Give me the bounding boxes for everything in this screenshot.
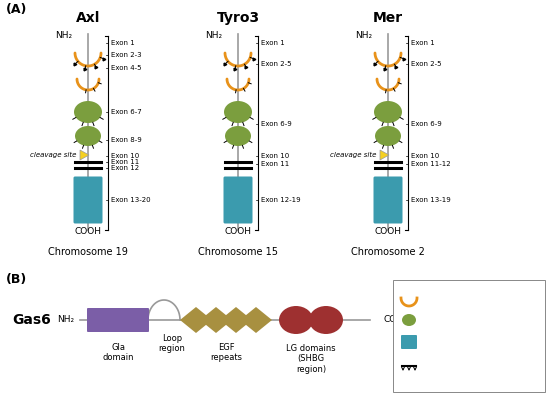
Polygon shape: [180, 307, 212, 333]
Ellipse shape: [225, 126, 251, 146]
Text: (A): (A): [6, 4, 28, 16]
Text: Loop
region: Loop region: [158, 334, 185, 353]
Text: Exon 11: Exon 11: [111, 159, 139, 165]
Ellipse shape: [74, 101, 102, 123]
Polygon shape: [220, 307, 252, 333]
Text: Exon 12: Exon 12: [111, 165, 139, 171]
Ellipse shape: [224, 101, 252, 123]
Text: Exon 2-5: Exon 2-5: [261, 61, 292, 67]
Polygon shape: [200, 307, 232, 333]
Ellipse shape: [375, 126, 401, 146]
Text: Exon 1: Exon 1: [411, 40, 435, 46]
Text: LG domains
(SHBG
region): LG domains (SHBG region): [286, 344, 336, 374]
FancyBboxPatch shape: [74, 176, 102, 224]
Text: Exon 1: Exon 1: [261, 40, 285, 46]
Text: Exon 11-12: Exon 11-12: [411, 161, 450, 167]
Text: Axl: Axl: [76, 11, 100, 25]
Text: Tyro3: Tyro3: [217, 11, 260, 25]
Text: Gas6: Gas6: [13, 313, 51, 327]
FancyBboxPatch shape: [401, 335, 417, 349]
Text: Exon 11: Exon 11: [261, 161, 289, 167]
Text: Exon 12-19: Exon 12-19: [261, 197, 301, 203]
Text: Exon 6-7: Exon 6-7: [111, 109, 142, 115]
Text: Exon 13-20: Exon 13-20: [111, 197, 151, 203]
Text: Chromosome 15: Chromosome 15: [198, 247, 278, 257]
Text: Chromosome 2: Chromosome 2: [351, 247, 425, 257]
Text: Exon 10: Exon 10: [411, 153, 439, 159]
Text: Exon 4-5: Exon 4-5: [111, 65, 141, 71]
FancyBboxPatch shape: [373, 176, 403, 224]
Ellipse shape: [374, 101, 402, 123]
Text: Ig-like domain: Ig-like domain: [423, 293, 487, 302]
Ellipse shape: [75, 126, 101, 146]
Text: Exon 8-9: Exon 8-9: [111, 137, 142, 143]
Text: COOH: COOH: [74, 228, 102, 236]
Text: Exon 10: Exon 10: [261, 153, 289, 159]
Text: FNIII domain: FNIII domain: [423, 316, 480, 324]
Text: COOH: COOH: [375, 228, 402, 236]
Polygon shape: [80, 150, 89, 160]
Text: COOH: COOH: [384, 316, 411, 324]
FancyBboxPatch shape: [87, 308, 149, 332]
Text: Exon 2-5: Exon 2-5: [411, 61, 442, 67]
Text: Exon 10: Exon 10: [111, 153, 139, 159]
Text: NH₂: NH₂: [55, 31, 72, 41]
Text: cleavage site: cleavage site: [329, 152, 376, 158]
Text: NH₂: NH₂: [57, 316, 74, 324]
Text: NH₂: NH₂: [355, 31, 372, 41]
Text: kinase domain: kinase domain: [423, 338, 489, 347]
Text: Potential
glycosylation site: Potential glycosylation site: [423, 356, 502, 376]
Text: Exon 13-19: Exon 13-19: [411, 197, 451, 203]
Text: Exon 2-3: Exon 2-3: [111, 52, 142, 58]
Ellipse shape: [279, 306, 313, 334]
Ellipse shape: [309, 306, 343, 334]
Text: Gla
domain: Gla domain: [102, 343, 134, 363]
Polygon shape: [380, 150, 389, 160]
Text: NH₂: NH₂: [205, 31, 222, 41]
FancyBboxPatch shape: [223, 176, 252, 224]
FancyBboxPatch shape: [393, 280, 545, 392]
Text: Mer: Mer: [373, 11, 403, 25]
Text: EGF
repeats: EGF repeats: [210, 343, 242, 363]
Text: Exon 6-9: Exon 6-9: [411, 121, 442, 127]
Text: Exon 6-9: Exon 6-9: [261, 121, 292, 127]
Text: cleavage site: cleavage site: [30, 152, 76, 158]
Text: Exon 1: Exon 1: [111, 40, 135, 46]
Ellipse shape: [402, 314, 416, 326]
Text: (B): (B): [6, 273, 28, 287]
Text: Chromosome 19: Chromosome 19: [48, 247, 128, 257]
Text: COOH: COOH: [224, 228, 251, 236]
Polygon shape: [240, 307, 272, 333]
